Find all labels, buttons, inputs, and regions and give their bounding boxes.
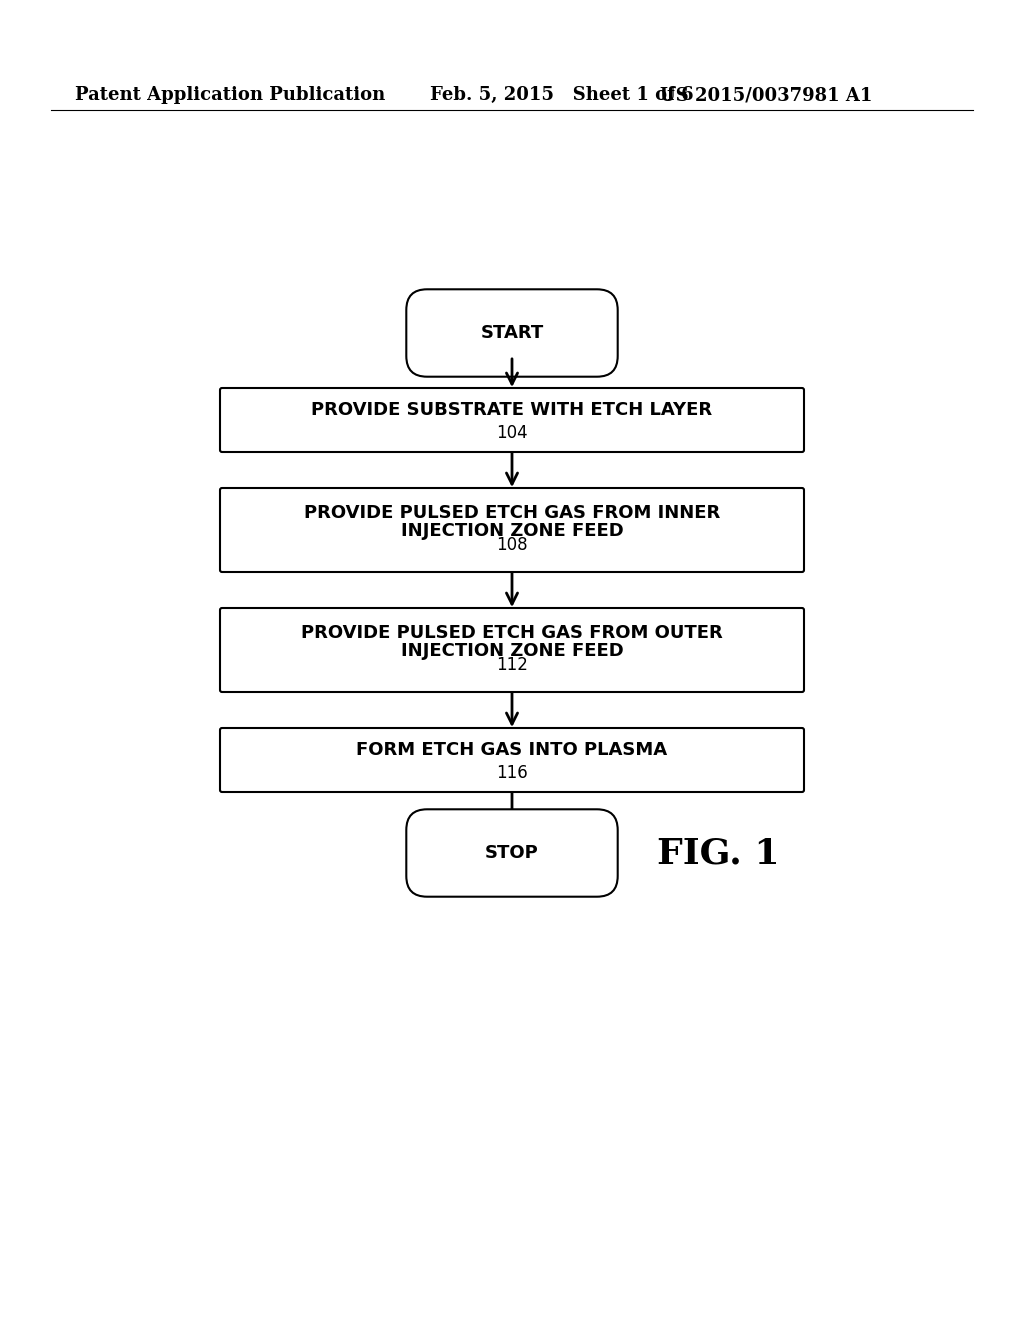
Text: 112: 112 xyxy=(496,656,528,675)
Text: US 2015/0037981 A1: US 2015/0037981 A1 xyxy=(660,86,872,104)
Text: PROVIDE PULSED ETCH GAS FROM OUTER: PROVIDE PULSED ETCH GAS FROM OUTER xyxy=(301,624,723,642)
Text: FIG. 1: FIG. 1 xyxy=(657,836,779,870)
Text: PROVIDE PULSED ETCH GAS FROM INNER: PROVIDE PULSED ETCH GAS FROM INNER xyxy=(304,504,720,521)
FancyBboxPatch shape xyxy=(220,609,804,692)
Text: PROVIDE SUBSTRATE WITH ETCH LAYER: PROVIDE SUBSTRATE WITH ETCH LAYER xyxy=(311,401,713,418)
Text: Feb. 5, 2015   Sheet 1 of 6: Feb. 5, 2015 Sheet 1 of 6 xyxy=(430,86,693,104)
Text: 104: 104 xyxy=(497,424,527,442)
Text: FORM ETCH GAS INTO PLASMA: FORM ETCH GAS INTO PLASMA xyxy=(356,741,668,759)
Text: 108: 108 xyxy=(497,536,527,554)
FancyBboxPatch shape xyxy=(220,488,804,572)
FancyBboxPatch shape xyxy=(220,729,804,792)
Text: Patent Application Publication: Patent Application Publication xyxy=(75,86,385,104)
FancyBboxPatch shape xyxy=(407,289,617,376)
Text: INJECTION ZONE FEED: INJECTION ZONE FEED xyxy=(400,521,624,540)
FancyBboxPatch shape xyxy=(407,809,617,896)
Text: INJECTION ZONE FEED: INJECTION ZONE FEED xyxy=(400,642,624,660)
Text: STOP: STOP xyxy=(485,843,539,862)
Text: START: START xyxy=(480,323,544,342)
FancyBboxPatch shape xyxy=(220,388,804,451)
Text: 116: 116 xyxy=(496,764,528,781)
